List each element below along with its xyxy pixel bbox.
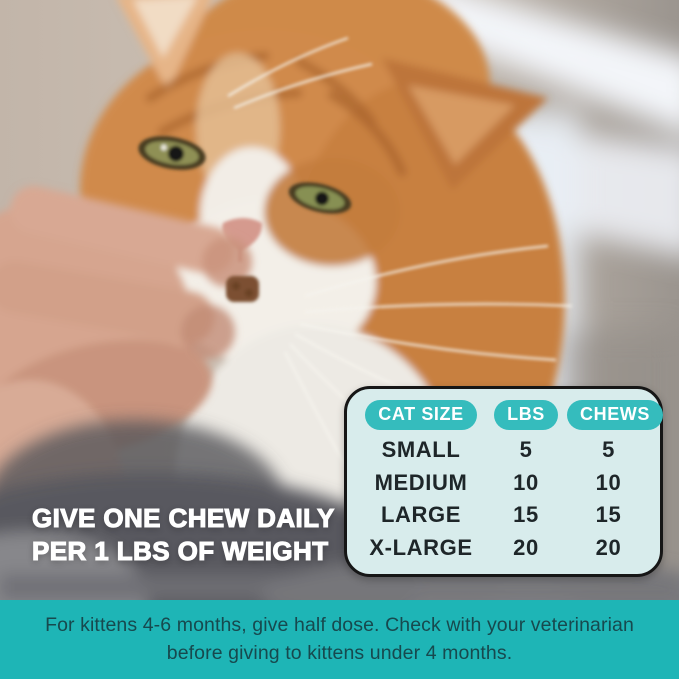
table-row: X-LARGE 20 20 xyxy=(357,535,650,561)
headline-line-2: PER 1 LBS OF WEIGHT xyxy=(31,535,329,566)
footer-line-2: before giving to kittens under 4 months. xyxy=(166,642,513,664)
chews-value: 5 xyxy=(602,436,615,462)
headline-line-1: GIVE ONE CHEW DAILY xyxy=(31,502,335,533)
cat-right-eye xyxy=(288,182,352,214)
cat-size-value: X-LARGE xyxy=(369,535,473,560)
middle-finger xyxy=(0,261,215,344)
cat-size-value: LARGE xyxy=(381,502,461,528)
column-header-chews: CHEWS xyxy=(567,400,663,430)
treat-chew xyxy=(226,276,259,302)
chews-value: 15 xyxy=(595,502,622,528)
footer-banner: For kittens 4-6 months, give half dose. … xyxy=(0,600,679,679)
chews-value: 20 xyxy=(595,535,622,560)
dosage-table: CAT SIZE LBS CHEWS SMALL 5 5 MEDIUM 10 1… xyxy=(344,386,663,577)
lbs-value: 5 xyxy=(519,436,533,462)
cat-left-eye xyxy=(138,136,206,170)
foreground-blur xyxy=(0,420,679,600)
table-row: SMALL 5 5 xyxy=(357,437,650,463)
table-header-row: CAT SIZE LBS CHEWS xyxy=(357,400,663,430)
column-header-cat-size: CAT SIZE xyxy=(365,400,477,430)
column-header-lbs: LBS xyxy=(494,400,558,430)
lbs-value: 15 xyxy=(513,502,539,528)
lbs-value: 10 xyxy=(513,469,539,495)
headline: GIVE ONE CHEW DAILY PER 1 LBS OF WEIGHT xyxy=(31,502,335,568)
table-row: LARGE 15 15 xyxy=(357,502,650,528)
lbs-value: 20 xyxy=(513,535,539,560)
chews-value: 10 xyxy=(595,469,622,495)
cat-size-value: SMALL xyxy=(381,436,461,462)
cat-size-value: MEDIUM xyxy=(374,469,468,495)
table-row: MEDIUM 10 10 xyxy=(357,470,650,496)
index-finger xyxy=(10,186,234,274)
footer-line-1: For kittens 4-6 months, give half dose. … xyxy=(45,614,634,636)
